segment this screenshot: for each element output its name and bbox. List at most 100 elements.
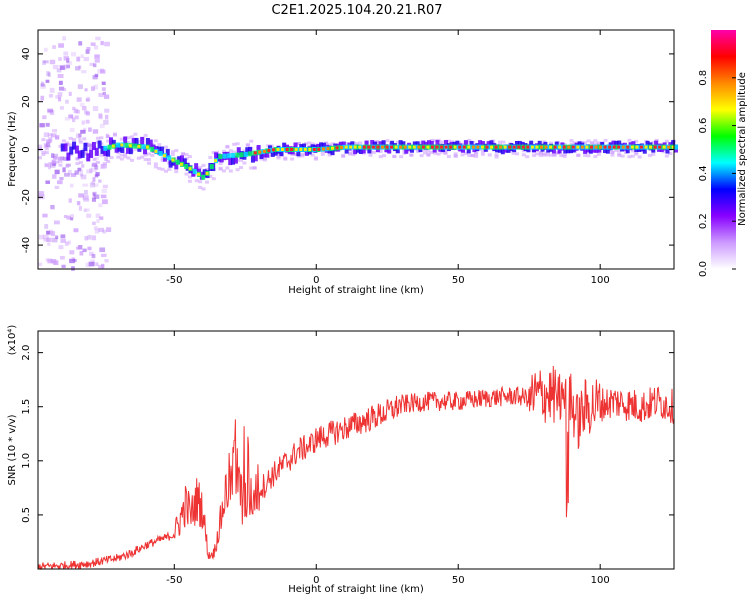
heatmap-haze-cell <box>225 166 230 170</box>
heatmap-peak-cell <box>137 144 141 148</box>
heatmap-haze-cell <box>532 153 537 157</box>
heatmap-peak-cell <box>262 149 266 153</box>
heatmap-haze-cell <box>228 149 233 153</box>
heatmap-haze-cell <box>51 160 56 164</box>
heatmap-peak-cell <box>417 145 421 149</box>
heatmap-noise-cell <box>60 65 66 70</box>
heatmap-noise-cell <box>62 36 66 41</box>
heatmap-core-cell <box>265 148 270 154</box>
heatmap-peak-cell <box>662 145 666 149</box>
heatmap-haze-cell <box>136 156 141 160</box>
heatmap-noise-cell <box>80 54 84 59</box>
heatmap-noise-cell <box>94 156 99 160</box>
heatmap-haze-cell <box>446 155 451 159</box>
heatmap-peak-cell <box>403 145 407 149</box>
heatmap-peak-cell <box>639 145 643 149</box>
heatmap-haze-cell <box>538 153 543 157</box>
heatmap-noise-cell <box>69 258 75 264</box>
heatmap-peak-cell <box>612 145 616 149</box>
heatmap-noise-cell <box>83 198 90 202</box>
heatmap-haze-cell <box>354 141 359 145</box>
heatmap-haze-cell <box>501 140 506 144</box>
heatmap-haze-cell <box>450 140 455 144</box>
heatmap-haze-cell <box>225 145 230 149</box>
heatmap-haze-cell <box>126 156 131 160</box>
heatmap-peak-cell <box>503 145 507 149</box>
heatmap-peak-cell <box>521 145 525 149</box>
heatmap-envelope-cell <box>108 137 113 146</box>
heatmap-noise-cell <box>90 167 97 173</box>
heatmap-noise-cell <box>78 205 82 211</box>
heatmap-noise-cell <box>99 123 105 129</box>
heatmap-core-cell <box>537 144 542 150</box>
heatmap-noise-cell <box>70 173 77 177</box>
heatmap-haze-cell <box>528 148 533 152</box>
heatmap-envelope-cell <box>77 150 82 159</box>
heatmap-core-cell <box>226 153 231 159</box>
heatmap-haze-cell <box>378 149 383 153</box>
heatmap-haze-cell <box>559 154 564 158</box>
heatmap-haze-cell <box>198 180 203 184</box>
spectrogram-panel: -50 0 50 100 -40 -20 0 20 40 Height of straight… <box>7 29 678 296</box>
heatmap-haze-cell <box>525 155 530 159</box>
heatmap-core-cell <box>222 153 227 159</box>
heatmap-peak-cell <box>526 145 530 149</box>
heatmap-noise-cell <box>38 144 43 148</box>
heatmap-peak-cell <box>317 147 321 151</box>
heatmap-haze-cell <box>467 138 472 142</box>
heatmap-haze-cell <box>569 139 574 143</box>
heatmap-envelope-cell <box>100 145 105 154</box>
heatmap-noise-cell <box>38 262 43 267</box>
heatmap-haze-cell <box>460 142 465 146</box>
x-tick-label: -50 <box>166 575 182 586</box>
heatmap-noise-cell <box>73 259 77 263</box>
heatmap-haze-cell <box>593 142 598 146</box>
heatmap-peak-cell <box>367 145 371 149</box>
heatmap-peak-cell <box>539 145 543 149</box>
heatmap-noise-cell <box>46 230 51 235</box>
heatmap-noise-cell <box>55 235 59 240</box>
heatmap-haze-cell <box>416 149 421 153</box>
heatmap-noise-cell <box>84 110 89 115</box>
heatmap-peak-cell <box>399 145 403 149</box>
heatmap-peak-cell <box>512 145 516 149</box>
heatmap-noise-cell <box>92 106 99 112</box>
heatmap-haze-cell <box>106 139 111 143</box>
y-tick-label: 2.0 <box>21 345 32 361</box>
heatmap-haze-cell <box>610 151 615 155</box>
heatmap-haze-cell <box>409 153 414 157</box>
heatmap-haze-cell <box>300 154 305 158</box>
heatmap-haze-cell <box>119 137 124 141</box>
y-tick-label: 0.5 <box>21 507 32 523</box>
heatmap-peak-cell <box>671 145 675 149</box>
heatmap-envelope-cell <box>160 146 165 155</box>
heatmap-haze-cell <box>545 153 550 157</box>
heatmap-noise-cell <box>98 227 105 232</box>
heatmap-noise-cell <box>87 143 93 148</box>
heatmap-envelope-cell <box>117 143 122 152</box>
heatmap-haze-cell <box>85 142 90 146</box>
colorbar-tick-label: 0.4 <box>698 165 709 181</box>
heatmap-peak-cell <box>349 145 353 149</box>
heatmap-envelope-cell <box>344 145 349 154</box>
heatmap-haze-cell <box>382 154 387 158</box>
colorbar-gradient <box>711 30 736 269</box>
heatmap-haze-cell <box>174 170 179 174</box>
heatmap-haze-cell <box>630 149 635 153</box>
heatmap-peak-cell <box>476 145 480 149</box>
spectrogram-heatmap <box>38 36 678 271</box>
heatmap-haze-cell <box>365 148 370 152</box>
snr-x-axis-label: Height of straight line (km) <box>288 584 424 595</box>
heatmap-noise-cell <box>92 75 98 80</box>
heatmap-core-cell <box>622 144 627 150</box>
heatmap-noise-cell <box>91 235 97 241</box>
heatmap-peak-cell <box>128 144 132 148</box>
heatmap-noise-cell <box>78 133 82 138</box>
heatmap-haze-cell <box>331 142 336 146</box>
heatmap-peak-cell <box>530 145 534 149</box>
heatmap-noise-cell <box>71 117 76 123</box>
heatmap-haze-cell <box>232 150 237 154</box>
heatmap-noise-cell <box>101 163 107 169</box>
heatmap-noise-cell <box>97 68 102 74</box>
heatmap-noise-cell <box>82 248 87 253</box>
